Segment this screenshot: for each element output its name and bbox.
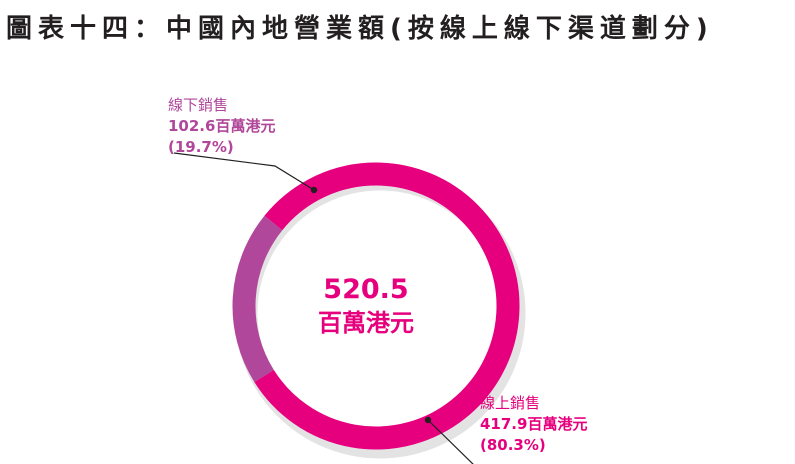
slice-percent-online: (80.3%) — [480, 436, 546, 454]
callout-online: 線上銷售 417.9百萬港元 (80.3%) — [480, 393, 587, 456]
slice-percent-offline: (19.7%) — [168, 138, 234, 156]
slice-label-offline: 線下銷售 — [168, 96, 229, 114]
leader-dot-offline — [310, 186, 318, 194]
slice-value-online: 417.9百萬港元 — [480, 415, 588, 433]
callout-offline: 線下銷售 102.6百萬港元 (19.7%) — [168, 95, 275, 158]
leader-line-online — [427, 419, 474, 464]
slice-label-online: 線上銷售 — [480, 394, 541, 412]
leader-dot-online — [424, 416, 432, 424]
chart-title: 圖表十四：中國內地營業額(按線上線下渠道劃分) — [6, 14, 714, 44]
total-unit: 百萬港元 — [318, 309, 414, 337]
leader-line-offline — [173, 152, 315, 191]
donut-center-label: 520.5 百萬港元 — [281, 273, 451, 339]
slice-offline — [232, 215, 283, 383]
slice-online — [254, 162, 520, 450]
slice-value-offline: 102.6百萬港元 — [168, 117, 276, 135]
total-value: 520.5 — [323, 274, 409, 305]
